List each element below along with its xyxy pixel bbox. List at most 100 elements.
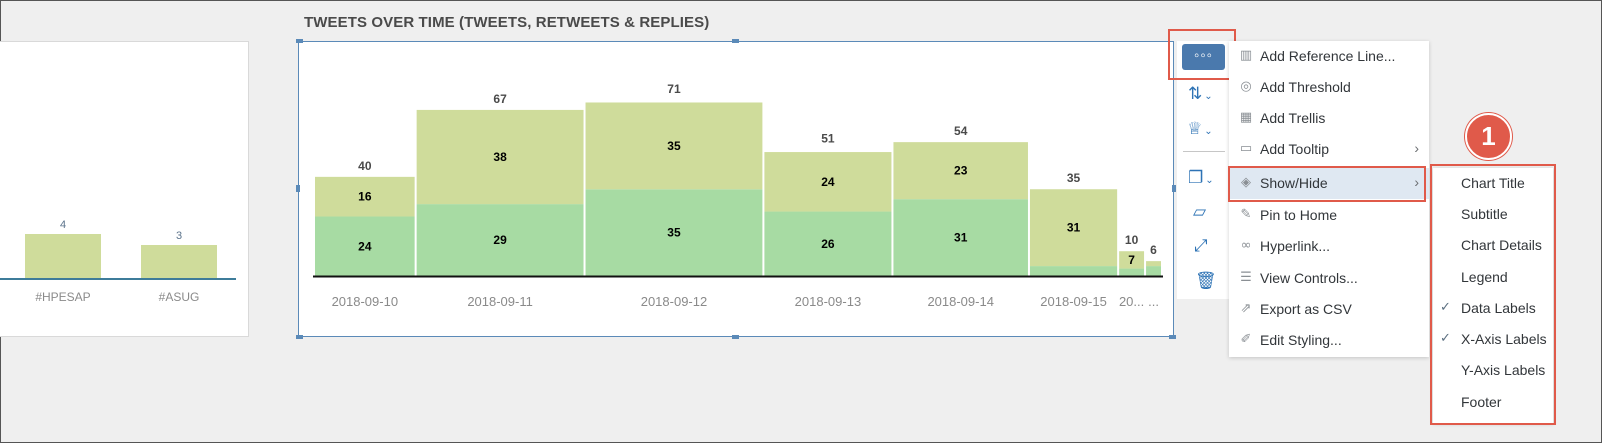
submenu-item-label: Footer	[1461, 394, 1502, 410]
total-label: 10	[1125, 233, 1139, 247]
menu-item-export-csv[interactable]: ⇗ Export as CSV	[1229, 294, 1429, 325]
chart-bar[interactable]	[1029, 266, 1118, 276]
trophy-icon[interactable]: ♕ ⌄	[1187, 119, 1213, 139]
menu-item-view-controls[interactable]: ☰ View Controls...	[1229, 263, 1429, 294]
resize-handle[interactable]	[732, 39, 739, 43]
menu-item-label: Add Threshold	[1260, 79, 1351, 95]
chart-bar[interactable]	[764, 152, 892, 212]
x-axis-label: #ASUG	[158, 290, 200, 304]
chart-bar[interactable]	[893, 142, 1028, 200]
x-axis-label: 2018-09-13	[795, 294, 862, 309]
comment-icon[interactable]: ▱	[1193, 202, 1207, 222]
menu-item-label: View Controls...	[1260, 270, 1358, 286]
submenu-item-data-labels[interactable]: ✓ Data Labels	[1433, 293, 1553, 324]
submenu-item-footer[interactable]: Footer	[1433, 387, 1553, 418]
menu-item-label: Hyperlink...	[1260, 238, 1331, 254]
submenu-item-subtitle[interactable]: Subtitle	[1433, 199, 1553, 230]
menu-item-add-tooltip[interactable]: ▭ Add Tooltip ›	[1229, 134, 1429, 165]
submenu-item-chart-details[interactable]: Chart Details	[1433, 230, 1553, 261]
chart-bar[interactable]	[1146, 261, 1161, 267]
resize-handle[interactable]	[296, 39, 303, 43]
data-label: 35	[667, 226, 681, 240]
data-label: 38	[493, 150, 507, 164]
menu-item-add-trellis[interactable]: ▦ Add Trellis	[1229, 103, 1429, 134]
data-label: 29	[493, 233, 507, 247]
x-axis-label: 20...	[1119, 294, 1144, 309]
chart-context-menu: ▥ Add Reference Line... ◎ Add Threshold …	[1229, 41, 1429, 357]
expand-icon[interactable]: ⤢	[1194, 236, 1208, 256]
chart-bar[interactable]	[416, 109, 584, 205]
resize-handle[interactable]	[296, 335, 303, 339]
resize-handle[interactable]	[296, 185, 300, 192]
export-icon: ⇗	[1240, 301, 1252, 316]
chevron-right-icon: ›	[1414, 174, 1419, 190]
trellis-icon: ▦	[1239, 110, 1253, 125]
chart-bar[interactable]	[1119, 268, 1145, 276]
total-label: 35	[1067, 171, 1081, 185]
left-chart-card[interactable]: 4 3 #HPESAP #ASUG	[0, 41, 249, 337]
chart-bar[interactable]	[764, 211, 892, 276]
menu-item-add-reference-line[interactable]: ▥ Add Reference Line...	[1229, 41, 1429, 72]
data-label: 26	[821, 237, 835, 251]
reference-line-icon: ▥	[1239, 48, 1253, 63]
submenu-item-legend[interactable]: Legend	[1433, 262, 1553, 293]
resize-handle[interactable]	[732, 335, 739, 339]
data-label: 23	[954, 164, 968, 178]
chart-bar[interactable]	[25, 234, 101, 278]
submenu-item-y-axis-labels[interactable]: Y-Axis Labels	[1433, 355, 1553, 386]
resize-handle[interactable]	[1172, 185, 1176, 192]
chart-bar[interactable]	[893, 199, 1028, 276]
chart-bar[interactable]	[1029, 189, 1118, 267]
submenu-item-chart-title[interactable]: Chart Title	[1433, 168, 1553, 199]
data-label: 24	[821, 175, 835, 189]
menu-item-show-hide[interactable]: ◈ Show/Hide ›	[1229, 168, 1429, 199]
copy-icon[interactable]: ❐ ⌄	[1188, 168, 1214, 188]
data-label: 4	[59, 219, 67, 231]
total-label: 54	[954, 124, 968, 138]
x-axis-label: 2018-09-11	[467, 294, 533, 309]
chart-bar[interactable]	[315, 216, 415, 276]
chart-card[interactable]: 24 16 40 2018-09-10 29 38 67 2018-09-11 35 35 71 20…	[298, 41, 1174, 337]
sort-icon[interactable]: ⇅ ⌄	[1188, 84, 1213, 104]
data-label: 16	[358, 190, 372, 204]
menu-item-pin-to-home[interactable]: ✎ Pin to Home	[1229, 200, 1429, 231]
chart-bar[interactable]	[416, 204, 584, 276]
show-hide-submenu: Chart Title Subtitle Chart Details Legen…	[1433, 168, 1553, 423]
menu-item-hyperlink[interactable]: ∞ Hyperlink...	[1229, 231, 1429, 262]
total-label: 67	[493, 92, 507, 106]
bar-chart[interactable]: 2416402018-09-102938672018-09-1135357120…	[299, 42, 1173, 336]
tooltip-icon: ▭	[1239, 141, 1253, 156]
submenu-item-label: X-Axis Labels	[1461, 331, 1547, 347]
total-label: 40	[358, 159, 372, 173]
styling-icon: ✐	[1240, 332, 1252, 347]
menu-item-label: Export as CSV	[1260, 301, 1352, 317]
submenu-item-label: Y-Axis Labels	[1461, 362, 1546, 378]
x-axis-label: ...	[1148, 294, 1159, 309]
chart-bar[interactable]	[141, 245, 217, 278]
submenu-item-label: Legend	[1461, 269, 1508, 285]
chart-title: TWEETS OVER TIME (TWEETS, RETWEETS & REP…	[304, 14, 710, 31]
delete-icon[interactable]: 🗑	[1195, 271, 1217, 291]
submenu-item-x-axis-labels[interactable]: ✓ X-Axis Labels	[1433, 324, 1553, 355]
submenu-item-label: Subtitle	[1461, 206, 1508, 222]
resize-handle[interactable]	[1169, 335, 1176, 339]
chart-bar[interactable]	[1119, 251, 1145, 269]
data-label: 7	[1128, 253, 1135, 267]
chart-bar[interactable]	[1146, 266, 1161, 276]
chevron-right-icon: ›	[1414, 140, 1419, 156]
chart-bar[interactable]	[315, 176, 415, 217]
more-actions-button[interactable]: ◦◦◦	[1182, 44, 1225, 70]
chart-bar[interactable]	[585, 102, 763, 190]
x-axis-label: 2018-09-10	[332, 294, 399, 309]
menu-item-label: Pin to Home	[1260, 207, 1338, 223]
menu-item-edit-styling[interactable]: ✐ Edit Styling...	[1229, 325, 1429, 356]
menu-item-add-threshold[interactable]: ◎ Add Threshold	[1229, 72, 1429, 103]
chart-bar[interactable]	[585, 189, 763, 276]
total-label: 51	[821, 132, 835, 146]
show-hide-icon: ◈	[1241, 175, 1251, 190]
submenu-item-label: Chart Title	[1461, 175, 1525, 191]
menu-item-label: Edit Styling...	[1260, 332, 1342, 348]
chart-toolbar	[1177, 41, 1229, 299]
toolbar-divider	[1183, 151, 1225, 152]
data-label: 35	[667, 139, 681, 153]
